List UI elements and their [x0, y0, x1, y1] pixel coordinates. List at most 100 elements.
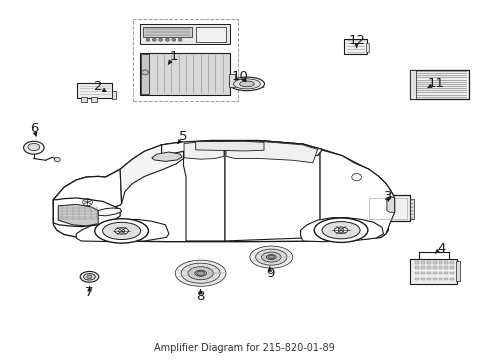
Text: 1: 1 — [169, 50, 178, 63]
Text: 8: 8 — [196, 290, 204, 303]
Bar — [409, 199, 413, 220]
Bar — [432, 272, 436, 274]
Polygon shape — [76, 220, 168, 242]
Bar — [368, 198, 407, 219]
Ellipse shape — [175, 260, 225, 286]
Bar — [195, 27, 225, 42]
Circle shape — [410, 214, 412, 215]
Bar — [438, 272, 442, 274]
Bar — [444, 278, 447, 280]
Circle shape — [158, 39, 162, 41]
Bar — [409, 70, 415, 99]
Text: 9: 9 — [265, 267, 273, 280]
Bar — [449, 278, 453, 280]
Polygon shape — [152, 152, 182, 161]
Bar — [449, 272, 453, 274]
Bar — [365, 42, 368, 51]
Text: Amplifier Diagram for 215-820-01-89: Amplifier Diagram for 215-820-01-89 — [154, 343, 334, 353]
Bar — [143, 27, 191, 37]
Bar — [426, 266, 430, 269]
Polygon shape — [225, 141, 317, 163]
Ellipse shape — [187, 267, 213, 280]
Polygon shape — [98, 208, 122, 216]
Circle shape — [142, 70, 148, 75]
Polygon shape — [195, 141, 264, 151]
Bar — [438, 261, 442, 264]
Ellipse shape — [268, 256, 274, 259]
Bar — [409, 70, 468, 99]
Polygon shape — [183, 141, 224, 159]
Circle shape — [146, 39, 150, 41]
Ellipse shape — [80, 271, 99, 282]
Circle shape — [410, 207, 412, 208]
Bar — [414, 266, 418, 269]
Bar — [426, 272, 430, 274]
Text: 7: 7 — [85, 287, 94, 300]
Text: 4: 4 — [437, 242, 445, 255]
Bar — [444, 272, 447, 274]
Bar — [438, 278, 442, 280]
Text: 12: 12 — [347, 34, 365, 48]
Bar — [409, 259, 456, 284]
Bar — [444, 261, 447, 264]
Bar — [140, 24, 229, 44]
Ellipse shape — [314, 218, 367, 242]
Circle shape — [410, 203, 412, 204]
Circle shape — [152, 39, 156, 41]
Text: 5: 5 — [179, 130, 187, 144]
Polygon shape — [320, 149, 394, 241]
Ellipse shape — [266, 255, 276, 260]
Text: 2: 2 — [94, 80, 102, 93]
Circle shape — [171, 39, 175, 41]
Polygon shape — [120, 142, 183, 203]
Bar — [91, 97, 97, 102]
Bar — [77, 83, 112, 98]
Polygon shape — [161, 140, 322, 158]
Polygon shape — [386, 196, 394, 212]
Bar — [420, 261, 424, 264]
Ellipse shape — [255, 249, 286, 265]
Bar — [449, 266, 453, 269]
Bar — [438, 266, 442, 269]
Bar — [432, 261, 436, 264]
Circle shape — [410, 210, 412, 212]
Ellipse shape — [249, 246, 292, 268]
Ellipse shape — [322, 222, 359, 239]
Bar — [112, 91, 116, 99]
Ellipse shape — [194, 270, 206, 276]
Ellipse shape — [229, 77, 264, 91]
Bar — [426, 261, 430, 264]
Polygon shape — [53, 140, 394, 242]
Bar — [420, 272, 424, 274]
Bar — [81, 97, 87, 102]
Ellipse shape — [115, 228, 128, 234]
Bar — [432, 266, 436, 269]
Bar — [432, 278, 436, 280]
Ellipse shape — [261, 252, 281, 262]
Polygon shape — [53, 169, 122, 213]
Polygon shape — [58, 204, 98, 226]
Circle shape — [410, 199, 412, 201]
Polygon shape — [183, 140, 224, 241]
Bar — [455, 261, 459, 281]
Bar — [414, 278, 418, 280]
Circle shape — [165, 39, 169, 41]
Bar — [420, 266, 424, 269]
Bar — [414, 272, 418, 274]
Circle shape — [178, 39, 182, 41]
Text: 6: 6 — [30, 122, 38, 135]
Polygon shape — [300, 218, 383, 242]
Bar — [366, 195, 409, 221]
Ellipse shape — [181, 263, 220, 283]
Bar — [133, 19, 238, 101]
Ellipse shape — [196, 271, 204, 275]
Bar — [140, 53, 229, 95]
Bar — [141, 54, 149, 94]
Bar — [426, 278, 430, 280]
Bar — [420, 278, 424, 280]
Circle shape — [54, 157, 60, 162]
Bar — [414, 261, 418, 264]
Ellipse shape — [83, 274, 95, 280]
Polygon shape — [53, 198, 120, 226]
Bar — [444, 266, 447, 269]
